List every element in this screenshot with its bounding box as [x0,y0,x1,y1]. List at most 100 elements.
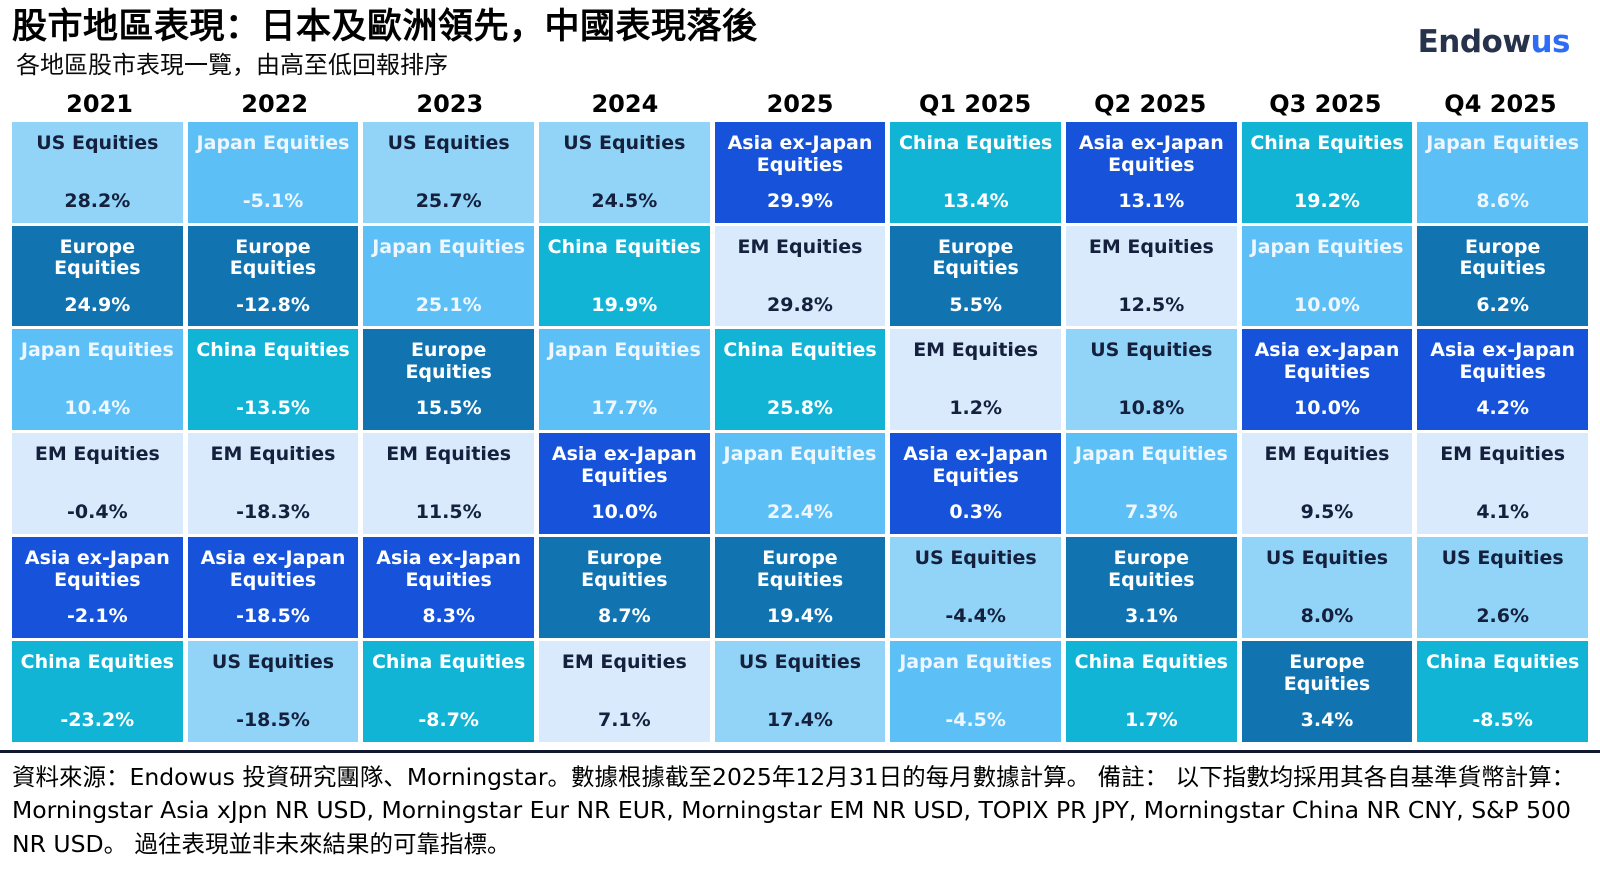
region-label: Asia ex-Japan Equities [24,547,170,591]
return-value: 10.4% [64,397,131,420]
region-label: US Equities [387,131,510,154]
return-value: 19.9% [591,293,658,316]
quilt-column: Japan Equities 8.6% Europe Equities 6.2% Asi… [1417,121,1588,742]
return-value: 1.7% [1124,708,1178,731]
return-cell: Japan Equities 22.4% [714,433,886,535]
region-label: US Equities [1441,547,1564,570]
region-label: Europe Equities [54,235,141,280]
return-cell: Asia ex-Japan Equities 29.9% [714,121,886,223]
page-title: 股市地區表現：日本及歐洲領先，中國表現落後 [12,7,758,47]
return-cell: Japan Equities 10.0% [1241,225,1413,327]
return-value: 6.2% [1476,293,1530,316]
return-cell: Europe Equities 5.5% [890,225,1061,327]
region-label: China Equities [1074,650,1228,673]
quilt-column: China Equities 19.2% Japan Equities 10.0% As… [1241,121,1413,742]
return-value: 9.5% [1300,501,1354,524]
return-cell: Asia ex-Japan Equities 8.3% [363,537,534,638]
region-label: US Equities [914,547,1037,570]
return-cell: Japan Equities -5.1% [187,121,359,223]
return-value: 7.1% [597,708,651,731]
quilt-column: US Equities 25.7% Japan Equities 25.1% Europ… [363,121,534,742]
return-cell: China Equities 1.7% [1066,640,1237,742]
return-value: 3.4% [1300,708,1354,731]
logo-text-dark: Endow [1417,24,1531,60]
column-header: 2024 [591,89,659,118]
return-value: 7.3% [1124,501,1178,524]
return-cell: Japan Equities -4.5% [890,640,1061,742]
quilt-column: Asia ex-Japan Equities 29.9% EM Equities 29… [714,121,886,742]
region-label: Japan Equities [899,650,1053,673]
return-value: 12.5% [1118,293,1185,316]
column-header: 2023 [416,89,484,118]
return-cell: China Equities -13.5% [187,329,359,431]
return-value: 25.1% [415,293,482,316]
return-value: -23.2% [60,708,135,731]
return-cell: Europe Equities 8.7% [539,537,710,638]
return-cell: EM Equities 4.1% [1417,433,1588,535]
return-cell: Europe Equities 19.4% [714,537,886,638]
return-cell: EM Equities 29.8% [714,225,886,327]
return-cell: Asia ex-Japan Equities 4.2% [1417,329,1588,431]
region-label: US Equities [563,131,686,154]
return-value: 25.7% [415,189,482,212]
return-cell: EM Equities 9.5% [1241,433,1413,535]
column-header: Q1 2025 [918,89,1032,118]
column-header: 2022 [241,89,309,118]
return-value: -8.7% [418,708,479,731]
return-value: -18.3% [236,501,310,524]
return-value: 19.2% [1294,189,1360,212]
return-cell: EM Equities 12.5% [1066,225,1237,327]
return-value: 15.5% [415,397,482,420]
return-value: 8.6% [1476,189,1530,212]
region-label: Asia ex-Japan Equities [376,547,522,591]
return-value: 17.4% [767,708,833,731]
return-cell: Europe Equities 3.4% [1241,640,1413,742]
region-label: US Equities [738,650,862,673]
region-label: Europe Equities [405,339,492,384]
region-label: Asia ex-Japan Equities [1078,131,1224,176]
region-label: EM Equities [561,650,687,673]
return-cell: US Equities 2.6% [1417,537,1588,638]
return-value: -2.1% [67,605,128,628]
column-header: Q4 2025 [1444,89,1557,118]
return-cell: Japan Equities 8.6% [1417,121,1588,223]
region-label: Japan Equities [547,339,701,362]
return-value: 5.5% [949,293,1003,316]
return-value: -13.5% [236,397,310,420]
region-label: Asia ex-Japan Equities [727,131,873,176]
region-label: EM Equities [386,443,512,466]
column-header: Q3 2025 [1269,89,1382,118]
return-value: 10.0% [591,501,658,524]
region-label: Japan Equities [372,235,526,258]
return-value: 13.1% [1118,189,1185,212]
return-cell: Asia ex-Japan Equities -2.1% [12,537,183,638]
quilt-column: US Equities 28.2% Europe Equities 24.9% Japa… [12,121,183,742]
region-label: Europe Equities [1108,547,1195,591]
page: 股市地區表現：日本及歐洲領先，中國表現落後 各地區股市表現一覽，由高至低回報排序… [0,6,1600,877]
column-header: Q2 2025 [1094,89,1207,118]
return-value: 10.0% [1294,397,1360,420]
region-label: Europe Equities [1283,650,1371,695]
return-cell: Europe Equities 15.5% [363,329,534,431]
return-cell: US Equities 25.7% [363,121,534,223]
return-value: 2.6% [1476,605,1530,628]
returns-quilt: US Equities 28.2% Europe Equities 24.9% Japa… [12,121,1588,742]
region-label: US Equities [1090,339,1213,362]
column-headers: 2021 2022 2023 2024 2025 Q1 2025 Q2 2025 Q3 202… [12,90,1588,118]
return-value: 13.4% [942,189,1009,212]
return-value: 10.8% [1118,397,1185,420]
region-label: US Equities [1265,547,1389,570]
region-label: China Equities [898,131,1053,154]
return-cell: China Equities -8.7% [363,640,534,742]
return-value: 17.7% [591,397,658,420]
return-value: 29.8% [767,293,833,316]
region-label: Europe Equities [581,547,668,591]
return-value: -18.5% [236,605,310,628]
return-value: -0.4% [67,501,128,524]
logo-text-blue: us [1530,24,1570,60]
return-cell: Asia ex-Japan Equities 10.0% [539,433,710,535]
return-cell: Europe Equities 24.9% [12,225,183,327]
return-cell: EM Equities -0.4% [12,433,183,535]
return-value: 29.9% [767,189,833,212]
return-value: 22.4% [767,501,833,524]
